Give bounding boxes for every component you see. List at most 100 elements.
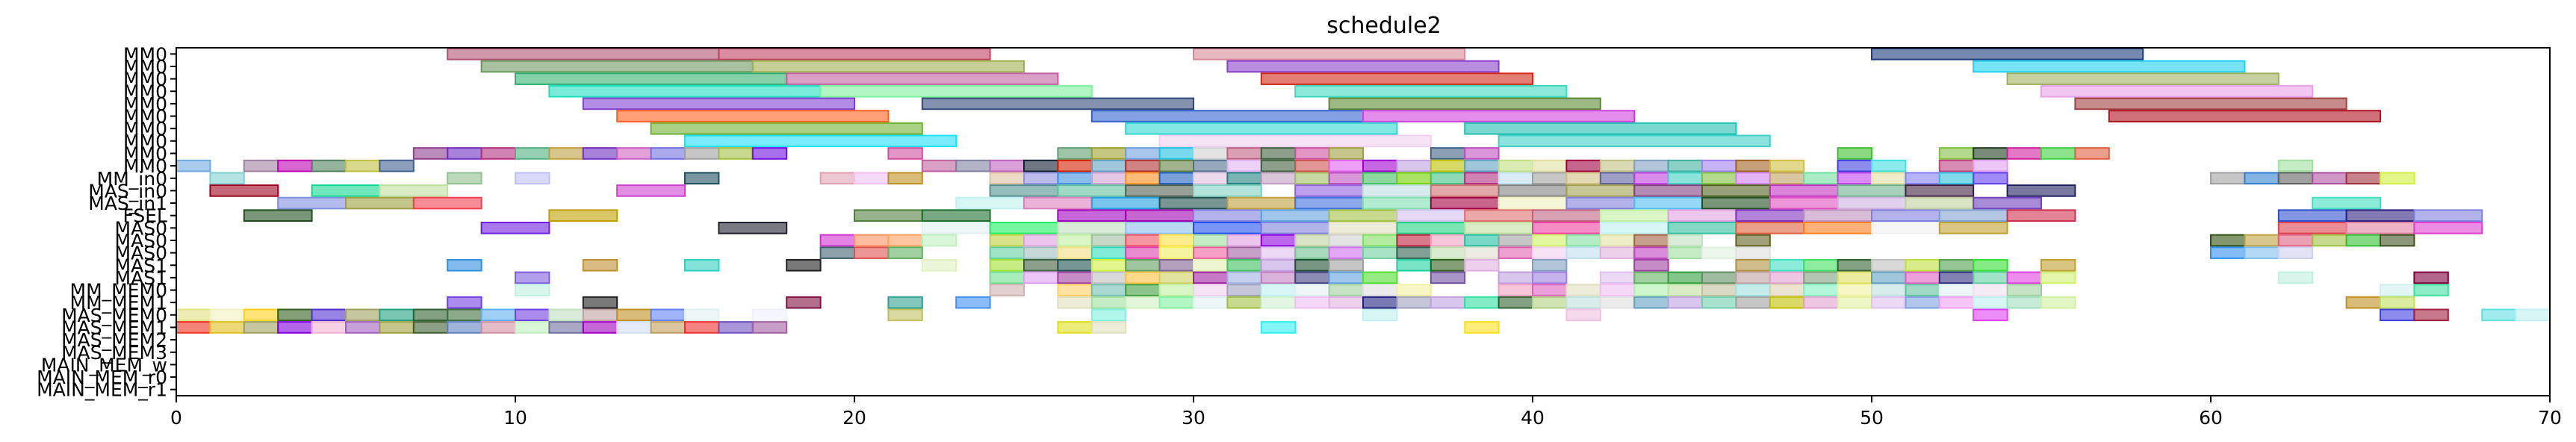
- task-bar: [1702, 284, 1736, 296]
- x-tick-label: 30: [1182, 407, 1205, 429]
- task-bar: [1499, 198, 1567, 209]
- task-bar: [1601, 235, 1634, 246]
- task-bar: [346, 310, 379, 321]
- task-bar: [210, 172, 243, 184]
- task-bar: [922, 161, 956, 172]
- task-bar: [1024, 172, 1058, 184]
- task-bar: [1499, 161, 1533, 172]
- task-bar: [1905, 198, 1973, 209]
- task-bar: [1770, 172, 1804, 184]
- y-tick-label: MAIN_MEM_r1: [37, 379, 167, 401]
- task-bar: [1905, 260, 1939, 271]
- task-bar: [1397, 297, 1430, 308]
- task-bar: [1838, 198, 1906, 209]
- task-bar: [1973, 198, 2041, 209]
- task-bar: [1872, 260, 1905, 271]
- task-bar: [1566, 297, 1600, 308]
- task-bar: [1872, 273, 1905, 284]
- task-bar: [990, 273, 1024, 284]
- task-bar: [2347, 210, 2415, 221]
- task-bar: [1804, 172, 1837, 184]
- task-bar: [1261, 73, 1533, 84]
- task-bar: [1566, 172, 1600, 184]
- task-bar: [1872, 161, 1905, 172]
- x-tick-label: 20: [842, 407, 866, 429]
- task-bar: [1736, 161, 1769, 172]
- task-bar: [1295, 273, 1329, 284]
- task-bar: [1804, 222, 1872, 234]
- task-bar: [1431, 273, 1465, 284]
- task-bar: [2008, 273, 2041, 284]
- task-bar: [414, 310, 447, 321]
- task-bar: [1160, 260, 1194, 271]
- task-bar: [1431, 161, 1465, 172]
- task-bar: [990, 172, 1024, 184]
- task-bar: [414, 148, 447, 159]
- task-bar: [1160, 284, 1194, 296]
- task-bar: [210, 310, 243, 321]
- task-bar: [447, 322, 481, 333]
- task-bar: [1838, 148, 1872, 159]
- task-bar: [1092, 247, 1126, 258]
- task-bar: [1194, 222, 1261, 234]
- task-bar: [854, 172, 888, 184]
- task-bar: [1329, 235, 1363, 246]
- task-bar: [1058, 297, 1091, 308]
- task-bar: [1736, 210, 1804, 221]
- task-bar: [1804, 210, 1872, 221]
- task-bar: [1702, 198, 1770, 209]
- task-bar: [888, 148, 922, 159]
- task-bar: [1838, 284, 1872, 296]
- task-bar: [583, 148, 617, 159]
- task-bar: [1736, 297, 1769, 308]
- task-bar: [379, 185, 447, 196]
- task-bar: [447, 310, 481, 321]
- task-bar: [1092, 284, 1126, 296]
- task-bar: [1194, 161, 1227, 172]
- task-bar: [1872, 284, 1905, 296]
- task-bar: [1499, 185, 1567, 196]
- task-bar: [1160, 273, 1194, 284]
- task-bar: [719, 222, 786, 234]
- task-bar: [1499, 247, 1533, 258]
- task-bar: [1160, 161, 1194, 172]
- task-bar: [482, 148, 515, 159]
- task-bar: [990, 284, 1024, 296]
- task-bar: [244, 322, 278, 333]
- task-bar: [1736, 247, 1769, 258]
- task-bar: [1397, 161, 1430, 172]
- task-bar: [1126, 247, 1159, 258]
- task-bar: [1092, 110, 1363, 122]
- task-bar: [2008, 210, 2076, 221]
- task-bar: [1669, 210, 1737, 221]
- task-bar: [379, 161, 413, 172]
- task-bar: [1973, 260, 2007, 271]
- task-bar: [1770, 198, 1838, 209]
- task-bar: [1024, 260, 1058, 271]
- task-bar: [1363, 284, 1397, 296]
- task-bar: [617, 310, 651, 321]
- task-bar: [1669, 284, 1702, 296]
- task-bar: [1126, 161, 1159, 172]
- task-bar: [1973, 284, 2007, 296]
- task-bar: [1194, 185, 1261, 196]
- task-bar: [1024, 235, 1058, 246]
- task-bar: [1058, 273, 1091, 284]
- task-bar: [1940, 161, 1973, 172]
- task-bar: [922, 222, 990, 234]
- task-bar: [1092, 148, 1126, 159]
- task-bar: [1194, 260, 1227, 271]
- task-bar: [1533, 210, 1601, 221]
- task-bar: [1058, 210, 1126, 221]
- task-bar: [447, 297, 481, 308]
- task-bar: [1804, 297, 1837, 308]
- task-bar: [1499, 273, 1533, 284]
- task-bar: [1227, 260, 1261, 271]
- task-bar: [346, 198, 414, 209]
- task-bar: [1601, 297, 1634, 308]
- task-bar: [2414, 284, 2448, 296]
- task-bar: [1227, 61, 1498, 72]
- task-bar: [278, 198, 346, 209]
- task-bar: [685, 322, 719, 333]
- task-bar: [1058, 284, 1091, 296]
